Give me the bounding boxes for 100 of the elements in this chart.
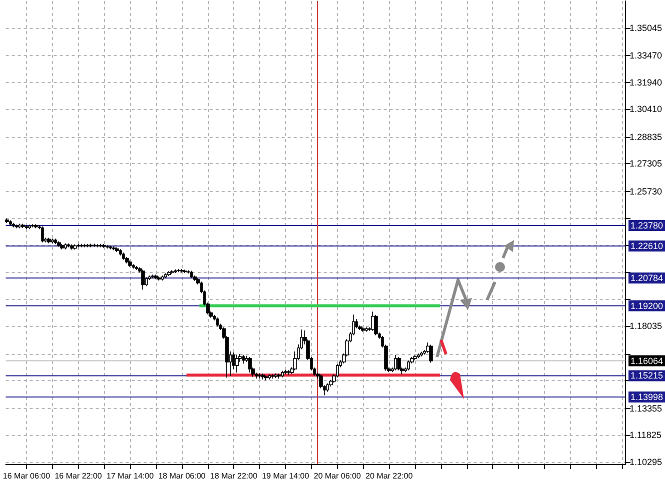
candlestick xyxy=(9,220,12,226)
y-tick-label: 1.27305 xyxy=(629,158,662,169)
candlestick xyxy=(394,354,397,371)
y-tick-label: 1.35045 xyxy=(629,22,662,33)
candlestick xyxy=(277,373,281,379)
candlestick xyxy=(21,223,25,228)
ref-line-label: 1.13998 xyxy=(630,392,664,402)
candlestick xyxy=(154,274,158,280)
candlestick xyxy=(106,244,109,249)
y-tick-label: 1.25730 xyxy=(629,186,662,196)
candlestick xyxy=(54,238,57,244)
candlestick xyxy=(31,224,35,228)
candlestick xyxy=(125,256,129,264)
candlestick xyxy=(73,244,77,250)
candlestick xyxy=(264,375,268,381)
candlestick xyxy=(57,240,61,248)
x-tick-label: 20 Mar 06:00 xyxy=(314,472,362,480)
candlestick xyxy=(96,244,99,248)
candlestick xyxy=(248,356,252,373)
candlestick xyxy=(365,326,368,332)
candlestick xyxy=(109,245,112,250)
candlestick xyxy=(15,224,19,229)
candlestick xyxy=(161,275,164,281)
candlestick xyxy=(112,246,116,251)
y-tick-label: 1.10295 xyxy=(629,456,662,467)
candlestick xyxy=(326,382,329,392)
candlestick xyxy=(177,268,180,273)
candlestick xyxy=(51,238,54,244)
candlestick xyxy=(77,244,80,248)
candlestick xyxy=(34,224,38,229)
y-tick-label: 1.31940 xyxy=(629,77,662,88)
candlestick xyxy=(417,353,420,358)
candlestick xyxy=(281,370,284,378)
candlestick xyxy=(287,370,290,376)
candlestick xyxy=(99,244,103,248)
y-tick-label: 1.13355 xyxy=(629,403,662,414)
candlestick xyxy=(284,369,287,375)
candlestick xyxy=(12,222,15,228)
candlestick xyxy=(258,372,261,379)
y-tick-label: 1.28835 xyxy=(629,132,662,142)
candlestick xyxy=(407,360,410,371)
x-tick-label: 16 Mar 22:00 xyxy=(54,472,102,480)
candlestick xyxy=(25,224,28,230)
candlestick xyxy=(67,242,70,248)
candlestick xyxy=(122,252,125,260)
candlestick xyxy=(413,354,417,360)
candlestick xyxy=(420,351,423,357)
candlestick xyxy=(115,247,119,252)
candlestick xyxy=(190,270,193,279)
candlestick xyxy=(119,248,122,256)
ref-line-label: 1.22610 xyxy=(630,241,664,252)
ref-line-label: 1.16064 xyxy=(630,356,664,366)
ref-line-label: 1.23780 xyxy=(630,220,664,230)
x-tick-label: 16 Mar 06:00 xyxy=(2,472,51,480)
y-tick-label: 1.18035 xyxy=(629,321,662,332)
y-tick-label: 1.33470 xyxy=(629,50,662,61)
candlestick xyxy=(83,244,87,248)
candlestick xyxy=(268,374,271,380)
candlestick xyxy=(89,243,93,248)
candlestick xyxy=(167,270,171,276)
candlestick xyxy=(374,314,378,336)
candlestick xyxy=(93,243,96,248)
candlestick xyxy=(164,272,167,279)
candlestick xyxy=(261,373,265,380)
candlestick xyxy=(60,244,64,250)
candlestick xyxy=(41,226,44,243)
candlestick xyxy=(18,223,22,229)
x-tick-label: 18 Mar 06:00 xyxy=(158,472,206,480)
candlestick xyxy=(102,244,106,248)
x-tick-label: 18 Mar 22:00 xyxy=(210,472,258,480)
x-tick-label: 19 Mar 14:00 xyxy=(262,472,310,480)
candlestick xyxy=(361,326,365,332)
candlestick xyxy=(183,269,187,274)
candlestick xyxy=(132,264,135,270)
candlestick xyxy=(128,260,132,268)
ref-line-label: 1.19200 xyxy=(630,300,664,311)
ref-line-label: 1.20784 xyxy=(630,273,664,284)
y-tick-label: 1.11825 xyxy=(629,430,662,440)
candlestick xyxy=(141,269,145,290)
candlestick xyxy=(28,224,31,230)
candlestick xyxy=(64,242,67,250)
candlestick xyxy=(86,244,90,248)
candlestick xyxy=(80,244,83,248)
candlestick xyxy=(429,344,433,364)
y-tick-label: 1.30410 xyxy=(629,104,662,114)
candlestick xyxy=(170,270,174,274)
candlestick xyxy=(5,218,9,224)
candlestick xyxy=(235,354,239,373)
candlestick xyxy=(271,374,274,379)
x-tick-label: 20 Mar 22:00 xyxy=(366,472,414,480)
candlestick xyxy=(180,268,184,273)
ref-line-label: 1.15215 xyxy=(630,370,664,381)
candlestick xyxy=(274,372,278,378)
x-tick-label: 17 Mar 14:00 xyxy=(106,472,154,480)
candlestick xyxy=(174,268,177,274)
candlestick xyxy=(242,354,245,364)
candlestick xyxy=(157,276,161,281)
candlestick xyxy=(216,317,219,327)
candlestick xyxy=(135,265,138,270)
candlestick xyxy=(47,237,51,244)
